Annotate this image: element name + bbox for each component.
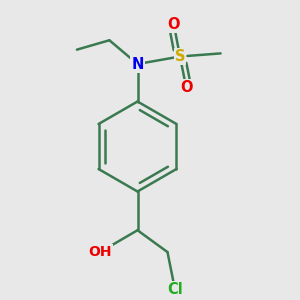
Text: Cl: Cl	[167, 282, 183, 297]
Text: N: N	[131, 56, 144, 71]
Text: OH: OH	[88, 245, 112, 259]
Text: O: O	[167, 16, 180, 32]
Text: O: O	[180, 80, 193, 95]
Text: S: S	[175, 49, 185, 64]
